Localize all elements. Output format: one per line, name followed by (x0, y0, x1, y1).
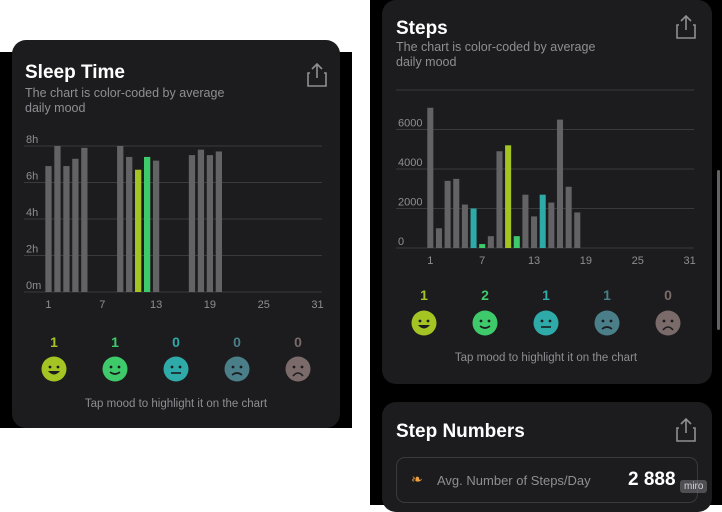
miro-watermark: miro (680, 480, 708, 493)
great-face-icon[interactable] (41, 356, 67, 382)
sleep-hint-text: Tap mood to highlight it on the chart (84, 398, 268, 410)
chart-bar (117, 146, 124, 292)
y-tick-label: 8h (26, 134, 38, 146)
chart-bar (496, 151, 503, 248)
chart-bar (188, 155, 196, 292)
chart-bar (143, 156, 151, 292)
chart-bar (427, 107, 434, 249)
mood-count-awful: 0 (664, 287, 672, 303)
avg-steps-value: 2 888 (628, 469, 676, 490)
x-tick-label: 13 (528, 255, 540, 267)
mood-count-bad: 0 (233, 334, 241, 350)
y-tick-label: 6h (26, 171, 38, 183)
chart-bar (574, 212, 581, 248)
chart-bar (453, 178, 460, 248)
awful-face-icon[interactable] (285, 356, 311, 382)
x-tick-label: 31 (684, 255, 696, 267)
sad-face-icon[interactable] (224, 356, 250, 382)
awful-face-icon[interactable] (655, 310, 681, 336)
chart-bar (81, 147, 88, 292)
y-tick-label: 2000 (398, 197, 422, 209)
steps-card: Steps The chart is color-coded by averag… (382, 0, 712, 384)
step-numbers-card: Step Numbers ❧ Avg. Number of Steps/Day … (382, 402, 712, 512)
steps-subtitle: The chart is color-coded by average dail… (396, 40, 596, 69)
sad-face-icon[interactable] (594, 310, 620, 336)
scrollbar[interactable] (717, 170, 720, 330)
avg-steps-label: Avg. Number of Steps/Day (437, 473, 591, 488)
steps-chart[interactable]: 0 2000 4000 6000 1 7 13 19 25 31 (382, 82, 704, 272)
x-tick-label: 25 (258, 299, 270, 311)
mood-count-great: 1 (50, 334, 58, 350)
x-tick-label: 19 (580, 255, 592, 267)
footprint-icon: ❧ (411, 471, 423, 487)
chart-bar (126, 156, 133, 292)
chart-bar (539, 194, 546, 248)
sleep-time-subtitle: The chart is color-coded by average dail… (25, 86, 225, 115)
y-tick-label: 6000 (398, 118, 422, 130)
sleep-time-card: Sleep Time The chart is color-coded by a… (12, 40, 340, 428)
chart-bar (461, 204, 468, 248)
steps-title: Steps (396, 18, 448, 39)
mood-count-good: 2 (481, 287, 489, 303)
chart-bar (522, 194, 529, 248)
chart-bar (531, 216, 538, 248)
good-face-icon[interactable] (102, 356, 128, 382)
chart-bar (197, 149, 205, 292)
chart-bar (513, 236, 520, 248)
share-icon[interactable] (675, 14, 697, 39)
chart-bar (135, 169, 142, 292)
chart-bar (470, 208, 477, 248)
chart-bar (215, 151, 223, 292)
mood-count-great: 1 (420, 287, 428, 303)
step-numbers-title: Step Numbers (396, 421, 525, 442)
chart-bar (152, 160, 160, 292)
share-icon[interactable] (306, 62, 328, 87)
chart-bar (548, 202, 555, 248)
chart-bar (556, 119, 564, 248)
mood-count-ok: 1 (542, 287, 550, 303)
avg-steps-box: ❧ Avg. Number of Steps/Day 2 888 (396, 457, 698, 503)
chart-bar (206, 155, 214, 292)
chart-bar (565, 186, 572, 248)
y-tick-label: 0m (26, 280, 41, 292)
neutral-face-icon[interactable] (533, 310, 559, 336)
x-tick-label: 1 (427, 255, 433, 267)
chart-bar (479, 244, 486, 248)
y-tick-label: 2h (26, 244, 38, 256)
chart-bar (45, 166, 52, 292)
x-tick-label: 25 (632, 255, 644, 267)
mood-count-awful: 0 (294, 334, 302, 350)
chart-bar (54, 146, 61, 292)
x-tick-label: 19 (204, 299, 216, 311)
mood-count-ok: 0 (172, 334, 180, 350)
chart-bar (487, 236, 494, 248)
chart-bar (63, 166, 70, 292)
chart-bar (444, 180, 451, 248)
y-tick-label: 4h (26, 207, 38, 219)
neutral-face-icon[interactable] (163, 356, 189, 382)
chart-bar (435, 228, 442, 248)
x-tick-label: 7 (479, 255, 485, 267)
mood-count-bad: 1 (603, 287, 611, 303)
chart-bar (72, 158, 79, 292)
sleep-time-title: Sleep Time (25, 62, 125, 83)
x-tick-label: 13 (150, 299, 162, 311)
good-face-icon[interactable] (472, 310, 498, 336)
y-tick-label: 4000 (398, 157, 422, 169)
y-tick-label: 0 (398, 236, 404, 248)
steps-hint-text: Tap mood to highlight it on the chart (454, 352, 638, 364)
x-tick-label: 31 (311, 299, 323, 311)
x-tick-label: 1 (45, 299, 51, 311)
mood-count-good: 1 (111, 334, 119, 350)
great-face-icon[interactable] (411, 310, 437, 336)
sleep-time-chart[interactable]: 0m 2h 4h 6h 8h 1 7 13 19 25 31 (12, 132, 332, 317)
x-tick-label: 7 (99, 299, 105, 311)
share-icon[interactable] (675, 417, 697, 442)
chart-bar (505, 145, 512, 248)
